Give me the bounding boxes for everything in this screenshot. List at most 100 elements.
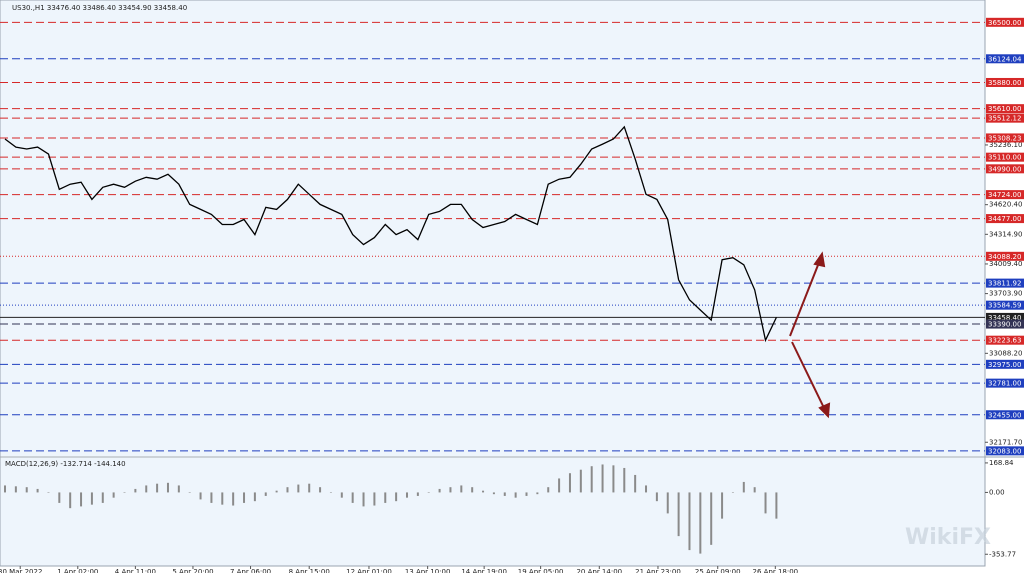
macd-bar [590, 466, 593, 493]
macd-bar [612, 465, 615, 493]
level-label: 36124.04 [988, 55, 1022, 63]
x-tick-label: 12 Apr 01:00 [346, 568, 392, 573]
level-label: 33811.92 [988, 280, 1021, 288]
y-tick-label: 33088.20 [989, 349, 1022, 357]
macd-tick-label: 168.84 [989, 459, 1014, 467]
macd-bar [395, 492, 398, 502]
macd-bar [69, 492, 72, 509]
macd-bar [232, 492, 235, 506]
level-tag [986, 54, 1024, 64]
level-label: 32455.00 [988, 411, 1021, 419]
x-tick-label: 30 Mar 2022 [0, 568, 42, 573]
level-tag [986, 214, 1024, 224]
macd-bar [558, 478, 561, 493]
level-tag [986, 335, 1024, 345]
macd-bar [568, 473, 571, 493]
macd-bar [536, 492, 539, 495]
macd-bar [384, 492, 387, 503]
macd-panel [0, 458, 985, 566]
macd-bar [449, 487, 452, 493]
macd-bar [677, 492, 680, 537]
macd-bar [601, 464, 604, 493]
macd-bar [699, 492, 702, 554]
x-tick-label: 5 Apr 20:00 [172, 568, 213, 573]
macd-bar [731, 492, 734, 493]
macd-bar [427, 492, 430, 493]
macd-bar [438, 488, 441, 493]
level-label: 34088.20 [988, 253, 1021, 261]
level-tag [986, 319, 1024, 329]
x-tick-label: 20 Apr 14:00 [576, 568, 622, 573]
macd-bar [275, 490, 278, 493]
level-label: 36500.00 [988, 19, 1021, 27]
level-tag [986, 113, 1024, 123]
macd-title: MACD(12,26,9) -132.714 -144.140 [5, 460, 126, 468]
x-tick-label: 14 Apr 19:00 [461, 568, 507, 573]
level-tag [986, 190, 1024, 200]
level-label: 32781.00 [988, 380, 1021, 388]
level-tag [986, 278, 1024, 288]
level-tag [986, 312, 1024, 322]
macd-bar [742, 481, 745, 493]
macd-bar [243, 492, 246, 503]
macd-bar [112, 492, 115, 498]
macd-bar [145, 485, 148, 493]
macd-bar [405, 492, 408, 498]
x-tick-label: 26 Apr 18:00 [752, 568, 798, 573]
macd-bar [753, 487, 756, 493]
macd-bar [253, 492, 256, 502]
level-label: 33584.59 [988, 302, 1021, 310]
level-label: 35512.12 [988, 115, 1021, 123]
level-label: 35308.23 [988, 134, 1021, 142]
macd-bar [177, 485, 180, 493]
macd-bar [710, 492, 713, 545]
x-tick-label: 4 Apr 11:00 [115, 568, 156, 573]
macd-bar [221, 492, 224, 505]
level-tag [986, 446, 1024, 456]
macd-bar [90, 492, 93, 505]
level-label: 34724.00 [988, 191, 1021, 199]
macd-bar [688, 492, 691, 551]
macd-bar [655, 492, 658, 502]
x-tick-label: 1 Apr 02:00 [57, 568, 98, 573]
macd-bar [25, 487, 28, 493]
macd-bar [362, 492, 365, 507]
macd-bar [340, 492, 343, 498]
macd-bar [514, 492, 517, 498]
y-tick-label: 35236.10 [989, 141, 1022, 149]
arrows [789, 251, 831, 419]
macd-bar [58, 492, 61, 503]
y-tick-label: 32171.70 [989, 438, 1022, 446]
x-tick-label: 25 Apr 09:00 [695, 568, 741, 573]
level-tag [986, 17, 1024, 27]
macd-bar [471, 487, 474, 493]
chart-title: US30.,H1 33476.40 33486.40 33454.90 3345… [12, 4, 187, 12]
y-tick-label: 34009.40 [989, 260, 1022, 268]
x-tick-label: 7 Apr 06:00 [230, 568, 271, 573]
x-tick-label: 13 Apr 10:00 [405, 568, 451, 573]
macd-bar [297, 484, 300, 493]
level-label: 33223.63 [988, 337, 1021, 345]
macd-bar [329, 492, 332, 493]
level-label: 35110.00 [988, 154, 1021, 162]
macd-bar [286, 487, 289, 493]
level-tag [986, 251, 1024, 261]
macd-bar [36, 488, 39, 493]
level-label: 34477.00 [988, 215, 1021, 223]
macd-bar [210, 492, 213, 503]
price-panel [0, 0, 985, 456]
macd-bar [775, 492, 778, 519]
level-label: 35880.00 [988, 79, 1021, 87]
macd-bar [80, 492, 83, 507]
level-tag [986, 77, 1024, 87]
level-tag [986, 164, 1024, 174]
macd-bar [3, 485, 6, 493]
x-tick-label: 19 Apr 05:00 [518, 568, 564, 573]
macd-bar [623, 467, 626, 493]
macd-bar [123, 492, 126, 493]
macd-tick-label: -353.77 [989, 550, 1016, 558]
macd-bar [764, 492, 767, 514]
y-tick-label: 34620.40 [989, 201, 1022, 209]
